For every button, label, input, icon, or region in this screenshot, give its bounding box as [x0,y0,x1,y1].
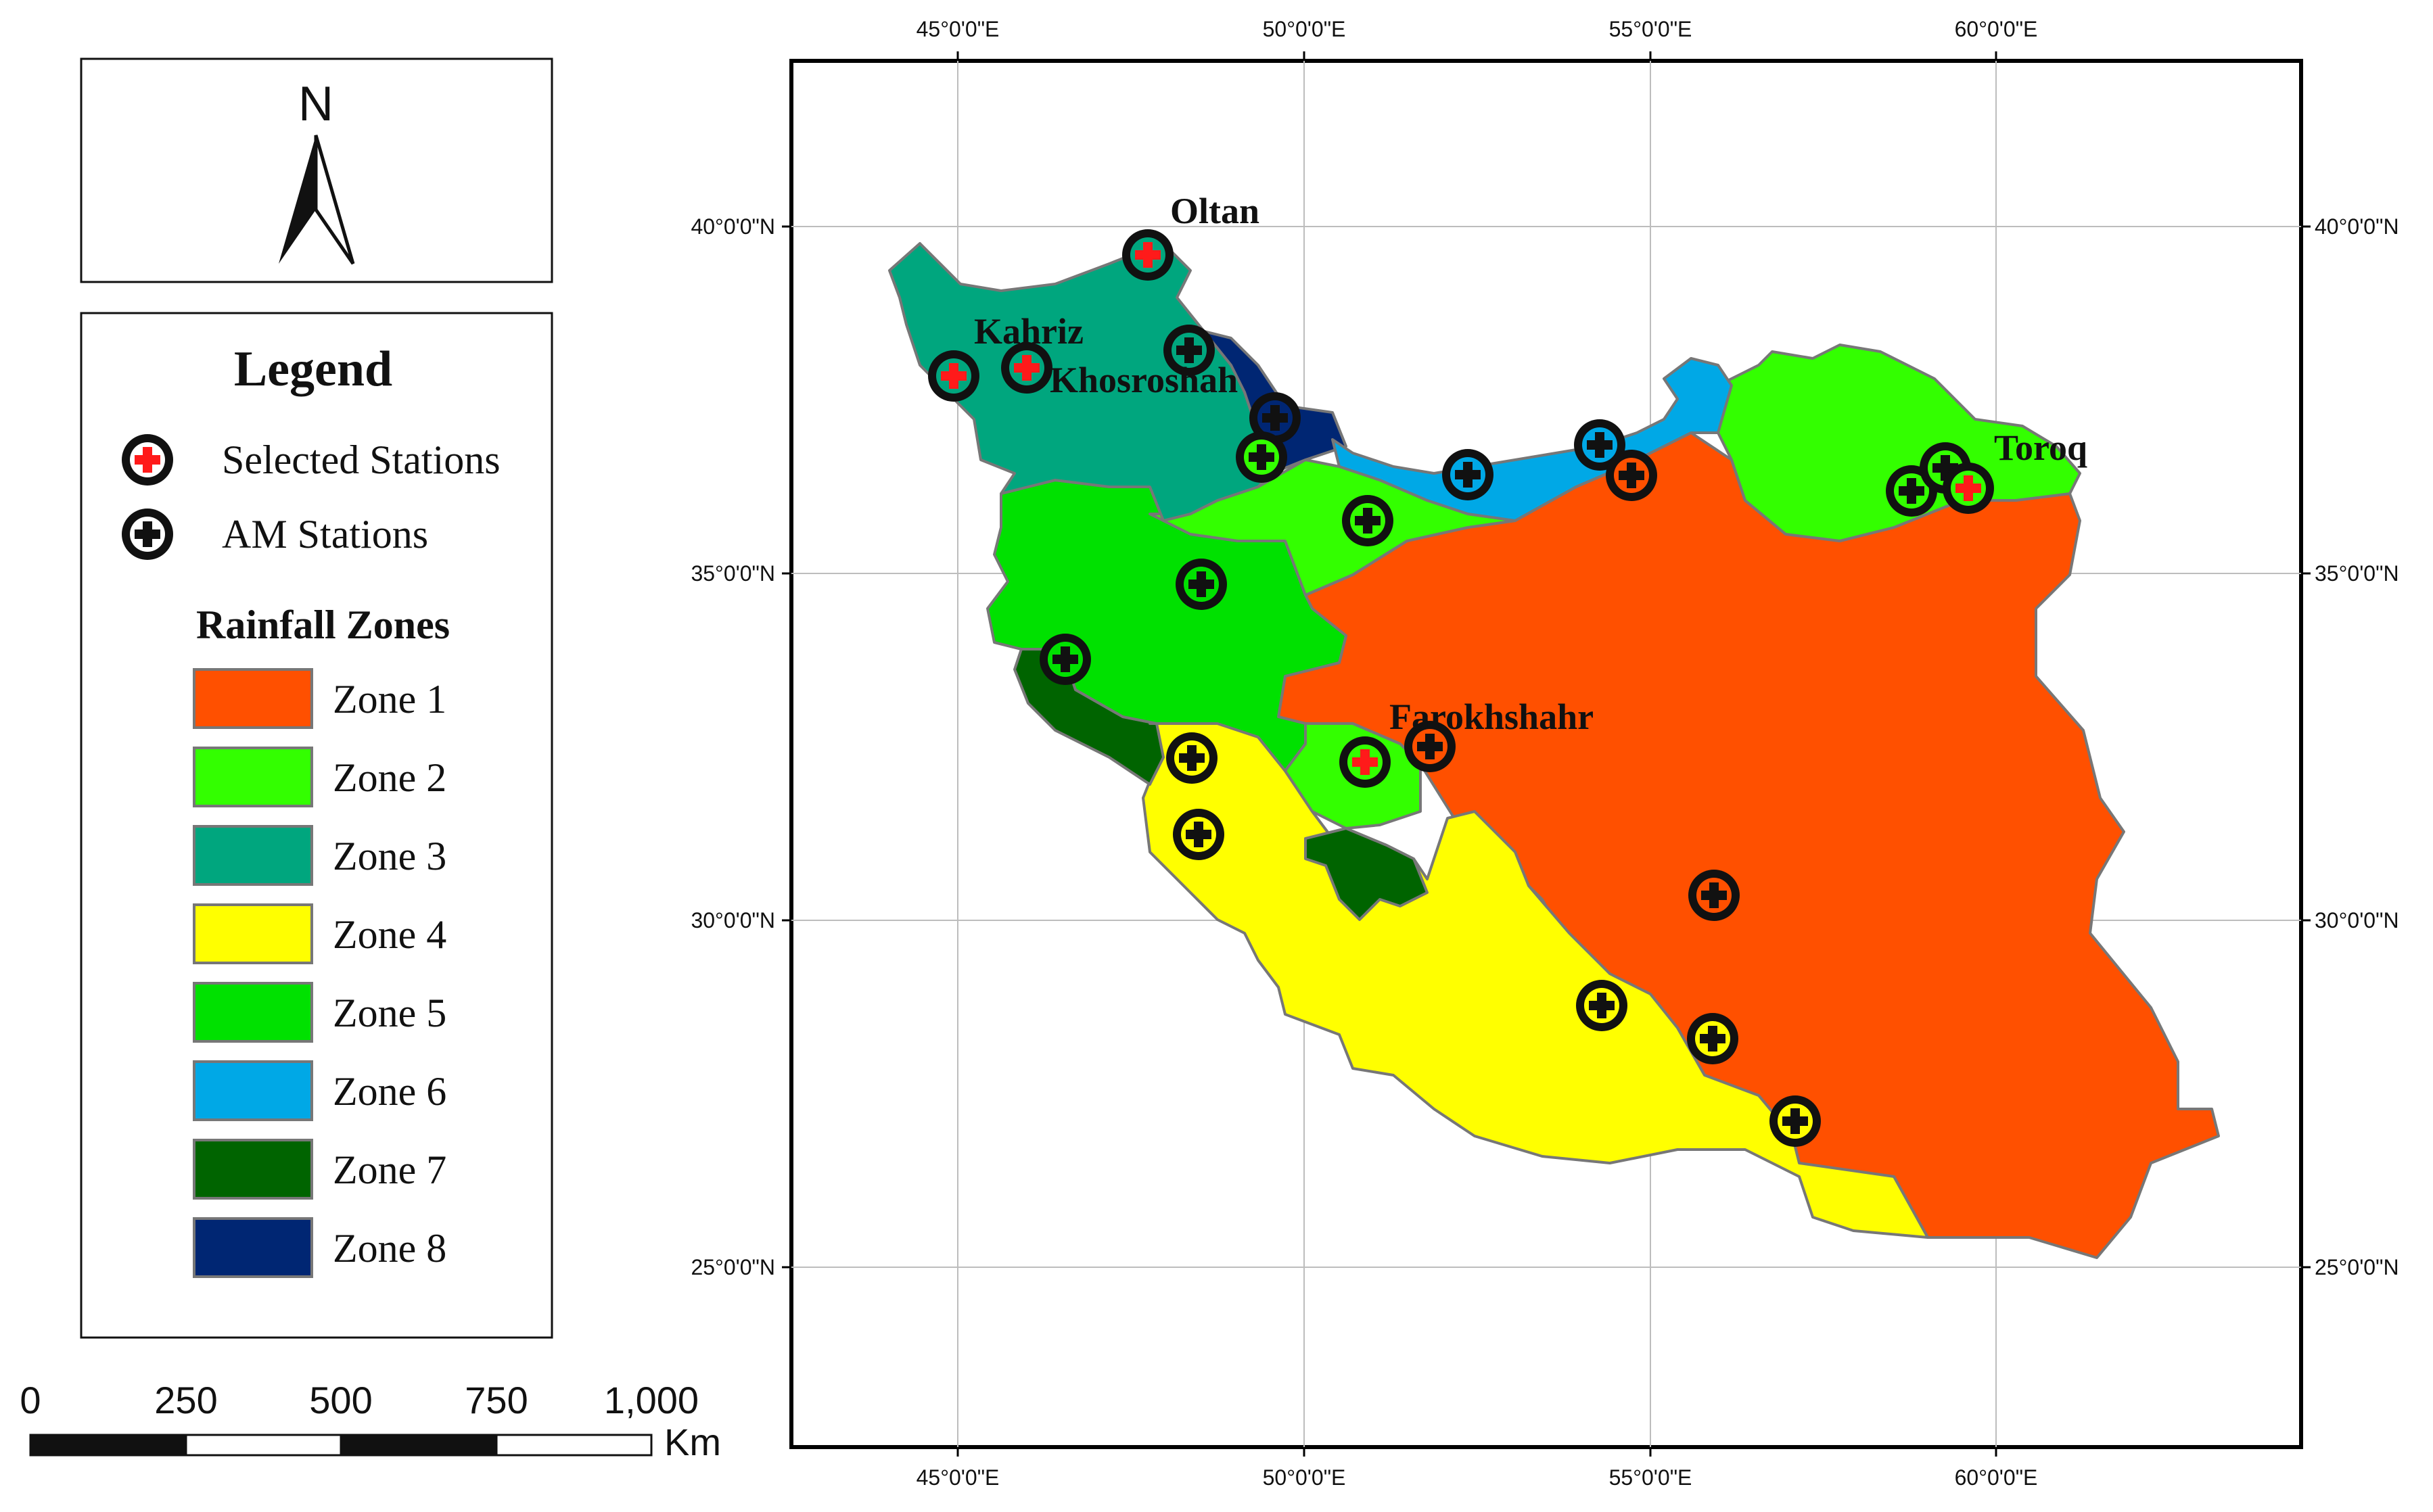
selected-stations [928,229,1994,788]
scale-tick-0: 0 [20,1379,41,1421]
am-station-marker[interactable] [1574,419,1625,471]
legend-selected-station-icon [122,434,173,486]
legend-rainfall-zones-title: Rainfall Zones [196,603,450,647]
label-kahriz: Kahriz [974,311,1084,352]
am-station-marker[interactable] [1576,980,1627,1031]
legend-selected-stations-label: Selected Stations [222,438,501,482]
legend-zone-8-label: Zone 8 [333,1226,446,1271]
scale-tick-250: 250 [154,1379,217,1421]
am-stations [1040,325,1971,1147]
am-station-marker[interactable] [1040,634,1091,685]
legend-zone-3-label: Zone 3 [333,834,446,878]
legend-zone-1-label: Zone 1 [333,677,446,722]
legend-swatch-zone-2 [193,747,313,807]
lat-labels-right: 40°0'0"N 35°0'0"N 30°0'0"N 25°0'0"N [2315,214,2399,1279]
lat-label-25: 25°0'0"N [691,1255,775,1279]
lat-label-35: 35°0'0"N [691,561,775,586]
legend-zone-swatches [193,668,313,1278]
zone-3-region [888,242,1273,522]
legend-swatch-zone-3 [193,825,313,886]
lon-label-60: 60°0'0"E [1955,17,2038,41]
legend-zone-7-label: Zone 7 [333,1148,446,1192]
am-station-marker[interactable] [1236,431,1287,483]
am-station-marker[interactable] [1442,449,1493,500]
legend-swatch-zone-6 [193,1060,313,1121]
am-station-marker[interactable] [1176,559,1227,610]
label-farokhshahr: Farokhshahr [1389,696,1594,737]
am-station-marker[interactable] [1404,721,1456,772]
lon-label-60-bottom: 60°0'0"E [1955,1465,2038,1490]
scale-bar: 0 250 500 750 1,000 Km [20,1379,721,1463]
lon-label-55-bottom: 55°0'0"E [1609,1465,1692,1490]
scale-tick-750: 750 [465,1379,528,1421]
am-station-marker[interactable] [1249,392,1301,444]
scale-tick-500: 500 [309,1379,372,1421]
selected-station-marker-kahriz[interactable] [1001,342,1052,394]
scale-unit: Km [664,1421,721,1463]
am-station-marker[interactable] [1769,1095,1821,1147]
lon-label-55: 55°0'0"E [1609,17,1692,41]
am-station-marker[interactable] [1342,495,1393,546]
lon-label-50: 50°0'0"E [1263,17,1346,41]
rainfall-zones [888,242,2220,1259]
lat-label-40: 40°0'0"N [691,214,775,239]
lat-label-30-right: 30°0'0"N [2315,908,2399,932]
lat-label-30: 30°0'0"N [691,908,775,932]
legend-zone-4-label: Zone 4 [333,912,446,957]
legend-title: Legend [234,341,392,397]
label-khosroshah: Khosroshah [1050,360,1238,400]
am-station-marker[interactable] [1606,450,1657,501]
label-toroq: Toroq [1994,427,2087,468]
selected-station-marker-farokhshahr[interactable] [1339,736,1391,788]
lat-label-25-right: 25°0'0"N [2315,1255,2399,1279]
scale-tick-1000: 1,000 [604,1379,699,1421]
selected-station-marker-oltan[interactable] [1122,229,1174,281]
selected-station-marker-toroq[interactable] [1943,463,1994,514]
legend-swatch-zone-8 [193,1217,313,1278]
legend-swatch-zone-7 [193,1139,313,1200]
legend-box: Legend Selected Stations AM Stations Rai… [80,312,553,1339]
am-station-marker[interactable] [1166,732,1218,784]
lon-label-50-bottom: 50°0'0"E [1263,1465,1346,1490]
am-station-marker[interactable] [1173,809,1224,860]
lon-label-45-bottom: 45°0'0"E [917,1465,1000,1490]
label-oltan: Oltan [1170,191,1259,231]
am-station-marker[interactable] [1688,870,1740,921]
legend-am-stations-label: AM Stations [222,512,428,557]
lon-labels-bottom: 45°0'0"E 50°0'0"E 55°0'0"E 60°0'0"E [917,1465,2038,1490]
lat-labels-left: 40°0'0"N 35°0'0"N 30°0'0"N 25°0'0"N [691,214,775,1279]
lat-label-35-right: 35°0'0"N [2315,561,2399,586]
north-letter: N [298,77,333,131]
selected-station-marker-kahriz-west[interactable] [928,350,979,402]
am-station-marker[interactable] [1163,325,1215,376]
zone-7-region-south [1304,827,1429,921]
frame-ticks [782,51,2311,1457]
legend-swatch-zone-4 [193,903,313,964]
legend-zone-5-label: Zone 5 [333,991,446,1035]
station-labels: Oltan Kahriz Khosroshah Toroq Farokhshah… [974,191,2087,737]
am-station-marker[interactable] [1687,1013,1738,1064]
lon-labels-top: 45°0'0"E 50°0'0"E 55°0'0"E 60°0'0"E [917,17,2038,41]
north-arrow-icon [279,135,355,265]
lon-label-45: 45°0'0"E [917,17,1000,41]
legend-zone-6-label: Zone 6 [333,1069,446,1114]
legend-am-station-icon [122,509,173,560]
north-arrow-box: N [80,57,553,283]
legend-zone-2-label: Zone 2 [333,755,446,800]
lat-label-40-right: 40°0'0"N [2315,214,2399,239]
legend-swatch-zone-5 [193,982,313,1043]
legend-swatch-zone-1 [193,668,313,729]
